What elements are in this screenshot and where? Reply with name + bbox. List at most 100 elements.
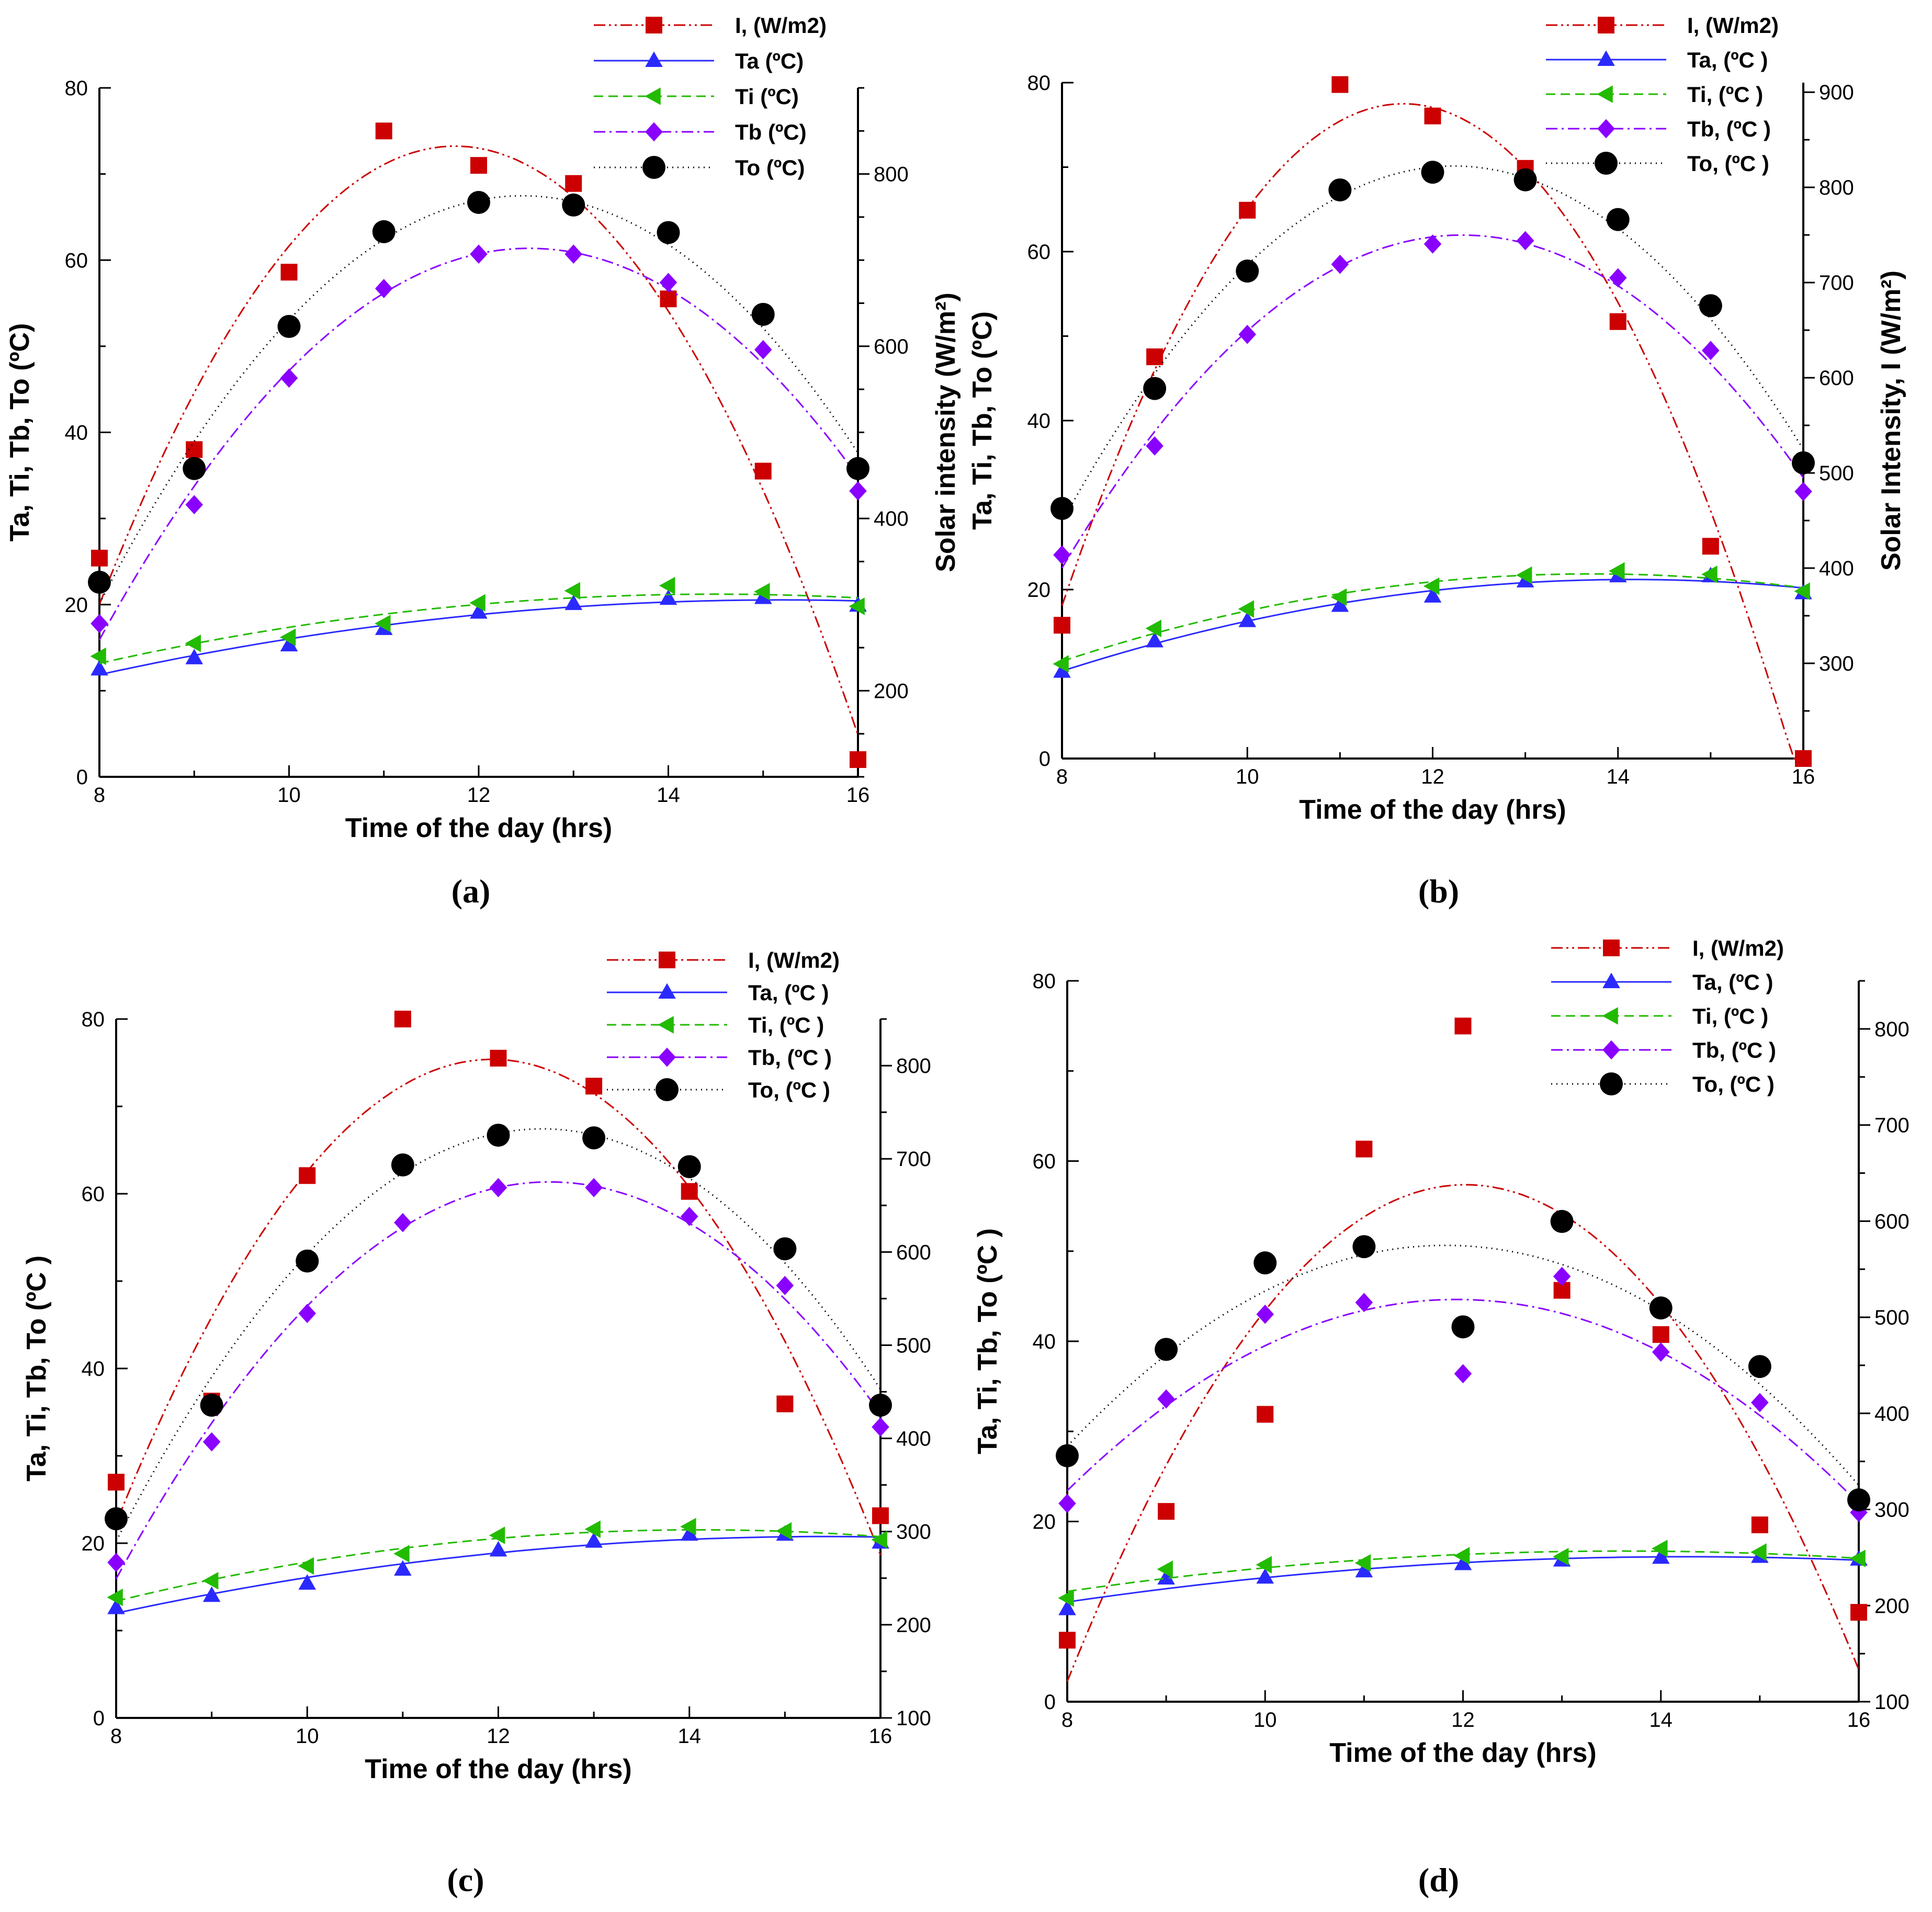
data-point-Ta (107, 1598, 125, 1614)
data-point-I (1850, 1604, 1867, 1621)
data-point-I (565, 175, 582, 192)
y2-tick-label: 500 (1874, 1306, 1910, 1329)
y2-tick-label: 100 (1874, 1691, 1910, 1714)
x-tick-label: 16 (846, 784, 870, 807)
data-point-Tb (1146, 436, 1163, 456)
x-tick-label: 12 (1421, 765, 1444, 788)
series-Ti (1053, 562, 1810, 673)
data-point-To (1143, 377, 1167, 400)
data-point-To (296, 1249, 319, 1273)
series-Ti (90, 576, 865, 665)
y-tick-label: 80 (82, 1008, 105, 1031)
y-tick-label: 80 (1027, 72, 1051, 95)
data-point-To (1748, 1355, 1771, 1378)
data-point-Tb (280, 368, 298, 388)
x-tick-label: 12 (467, 784, 491, 807)
data-point-Ta (564, 594, 583, 610)
data-point-Ta (394, 1560, 412, 1576)
data-point-To (1606, 208, 1630, 231)
x-tick-label: 10 (296, 1725, 319, 1748)
x-tick-label: 10 (277, 784, 301, 807)
data-point-I (1795, 750, 1812, 767)
data-point-Ti (775, 1522, 792, 1540)
y-tick-label: 0 (1039, 748, 1050, 771)
legend-label-Ta: Ta, (ºC ) (748, 980, 829, 1005)
data-point-Ta (202, 1586, 221, 1602)
data-point-I (1331, 76, 1349, 93)
series-Tb (1058, 1266, 1868, 1522)
y2-tick-label: 300 (896, 1521, 931, 1544)
legend-marker-I (1598, 17, 1614, 33)
legend-marker-Tb (1602, 1040, 1620, 1060)
data-point-Ti (107, 1588, 123, 1606)
legend-marker-I (646, 17, 662, 33)
data-point-Ti (90, 647, 106, 665)
y2-tick-label: 600 (896, 1241, 931, 1264)
y-tick-label: 40 (1027, 410, 1051, 433)
data-point-Ta (1053, 662, 1071, 678)
series-I (108, 1011, 889, 1556)
legend-label-I: I, (W/m2) (748, 948, 840, 972)
y2-tick-label: 200 (874, 680, 909, 703)
legend-marker-Ta (658, 983, 676, 999)
y2-tick-label: 100 (896, 1707, 931, 1730)
y2-tick-label: 500 (1819, 462, 1854, 485)
data-point-Ta (585, 1532, 603, 1548)
data-point-Tb (1053, 545, 1071, 565)
data-point-Tb (1157, 1389, 1175, 1409)
x-tick-label: 8 (1056, 765, 1068, 788)
data-point-To (1050, 496, 1074, 520)
legend-label-To: To, (ºC ) (1687, 151, 1769, 176)
y2-tick-label: 600 (874, 335, 909, 358)
data-point-Ta (1238, 612, 1257, 627)
data-point-Tb (754, 340, 772, 359)
data-point-Ti (680, 1518, 696, 1536)
y2-tick-label: 800 (1819, 176, 1854, 199)
legend-marker-Tb (645, 122, 663, 142)
chart-panel-d: 8 10 12 14 16 0 20 40 60 80 100 200 300 400 500 600 700 8… (973, 936, 1910, 1768)
x-tick-label: 16 (1847, 1709, 1871, 1732)
y-tick-label: 40 (65, 422, 88, 445)
data-point-Ta (185, 649, 204, 664)
trend-line-To (1061, 165, 1804, 523)
data-point-Ti (1516, 566, 1532, 584)
data-point-Tb (776, 1275, 794, 1295)
data-point-Tb (1553, 1266, 1571, 1286)
legend-marker-To (1600, 1072, 1623, 1095)
legend-label-Ta: Ta (ºC) (735, 49, 804, 73)
data-point-To (1253, 1251, 1277, 1275)
data-point-To (1699, 294, 1722, 318)
data-point-Tb (1652, 1342, 1670, 1362)
y-tick-label: 80 (65, 77, 88, 100)
legend-label-Tb: Tb, (ºC ) (748, 1045, 832, 1070)
data-point-I (1146, 348, 1163, 366)
data-point-I (1751, 1516, 1768, 1533)
data-point-Ta (1355, 1562, 1373, 1578)
trend-line-I (98, 145, 859, 736)
data-point-To (1649, 1296, 1673, 1320)
data-point-I (1454, 1017, 1472, 1035)
data-point-To (1550, 1209, 1574, 1233)
panel-caption-d: (d) (1418, 1861, 1459, 1898)
data-point-Ta (659, 589, 677, 605)
y-tick-label: 20 (65, 594, 88, 617)
data-point-Tb (91, 614, 108, 633)
legend-label-I: I, (W/m2) (1687, 13, 1779, 38)
data-point-Tb (1355, 1293, 1373, 1313)
data-point-Tb (185, 495, 204, 515)
series-I (1059, 1017, 1867, 1682)
data-point-Tb (1751, 1393, 1769, 1412)
x-tick-label: 8 (94, 784, 105, 807)
data-point-Ti (1453, 1547, 1470, 1565)
x-axis-title: Time of the day (hrs) (365, 1754, 631, 1784)
data-point-Ti (489, 1526, 505, 1544)
x-tick-label: 8 (110, 1725, 122, 1748)
x-tick-label: 16 (1792, 765, 1815, 788)
data-point-Ta (470, 603, 488, 619)
y2-tick-label: 400 (1819, 557, 1854, 580)
legend-marker-Tb (1597, 119, 1615, 139)
data-point-Ti (1256, 1556, 1272, 1574)
data-point-Ti (1053, 655, 1069, 673)
y2-tick-label: 700 (1819, 271, 1854, 295)
data-point-Ta (1652, 1548, 1670, 1564)
